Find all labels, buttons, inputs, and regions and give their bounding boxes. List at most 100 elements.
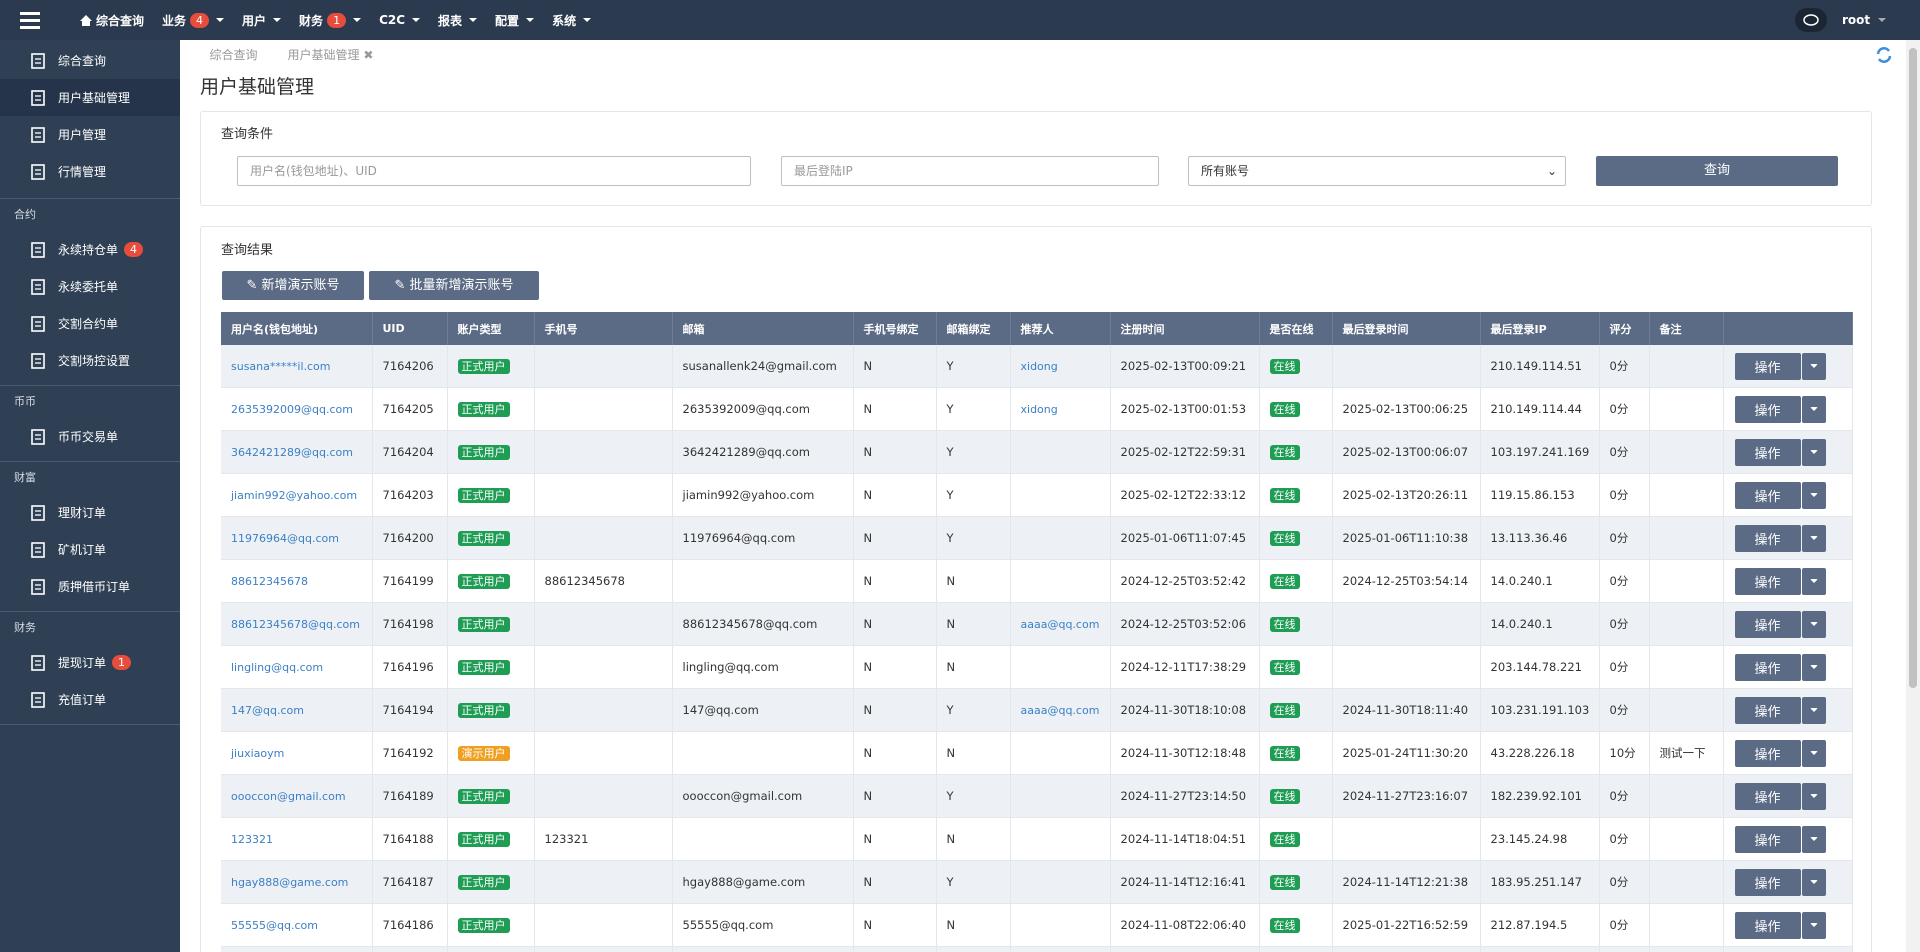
menu-item[interactable]: 矿机订单 xyxy=(0,531,180,568)
menu-item[interactable]: 交割合约单 xyxy=(0,305,180,342)
menu-label: 交割合约单 xyxy=(58,315,118,332)
user-menu[interactable]: root xyxy=(1842,0,1886,40)
table-cell: 210.149.114.51 xyxy=(1480,345,1599,388)
nav-item[interactable]: 业务4 xyxy=(162,12,224,29)
add-demo-button[interactable]: ✎ 新增演示账号 xyxy=(222,271,364,300)
chat-icon[interactable] xyxy=(1795,8,1827,32)
action-dropdown[interactable] xyxy=(1802,783,1826,810)
cell-link[interactable]: aaaa@qq.com xyxy=(1021,704,1100,717)
action-button[interactable]: 操作 xyxy=(1735,912,1801,939)
menu-item[interactable]: 质押借币订单 xyxy=(0,568,180,605)
action-dropdown[interactable] xyxy=(1802,826,1826,853)
cell-link[interactable]: hgay888@game.com xyxy=(231,876,348,889)
cell-link[interactable]: lingling@qq.com xyxy=(231,661,323,674)
table-cell: Y xyxy=(936,689,1010,732)
refresh-icon[interactable] xyxy=(1875,46,1893,64)
cell-link[interactable]: 55555@qq.com xyxy=(231,919,318,932)
nav-item[interactable]: 系统 xyxy=(552,12,591,29)
action-dropdown[interactable] xyxy=(1802,353,1826,380)
nav-item[interactable]: 报表 xyxy=(438,12,477,29)
status-tag: 正式用户 xyxy=(458,832,510,847)
username-input[interactable]: 用户名(钱包地址)、UID xyxy=(237,156,751,186)
account-select[interactable]: 所有账号⌄ xyxy=(1188,156,1566,186)
tab[interactable]: 用户基础管理 ✖ xyxy=(268,40,393,70)
action-button[interactable]: 操作 xyxy=(1735,697,1801,724)
table-cell xyxy=(534,904,672,947)
cell-link[interactable]: xidong xyxy=(1021,360,1058,373)
cell-text: 13.113.36.46 xyxy=(1491,531,1568,545)
action-dropdown[interactable] xyxy=(1802,525,1826,552)
cell-link[interactable]: aaaa@qq.com xyxy=(1021,618,1100,631)
menu-item[interactable]: 永续持仓单4 xyxy=(0,231,180,268)
table-cell: 操作 xyxy=(1723,517,1852,560)
menu-item[interactable]: 用户管理 xyxy=(0,116,180,153)
cell-link[interactable]: jiamin992@yahoo.com xyxy=(231,489,357,502)
action-button[interactable]: 操作 xyxy=(1735,611,1801,638)
action-dropdown[interactable] xyxy=(1802,912,1826,939)
cell-link[interactable]: oooccon@gmail.com xyxy=(231,790,346,803)
cell-link[interactable]: 3642421289@qq.com xyxy=(231,446,353,459)
action-button[interactable]: 操作 xyxy=(1735,396,1801,423)
action-button[interactable]: 操作 xyxy=(1735,826,1801,853)
menu-item[interactable]: 充值订单 xyxy=(0,681,180,718)
nav-item[interactable]: 用户 xyxy=(242,12,281,29)
action-button[interactable]: 操作 xyxy=(1735,783,1801,810)
ip-input[interactable]: 最后登陆IP xyxy=(781,156,1159,186)
action-dropdown[interactable] xyxy=(1802,869,1826,896)
action-button[interactable]: 操作 xyxy=(1735,353,1801,380)
batch-add-button[interactable]: ✎ 批量新增演示账号 xyxy=(369,271,539,300)
cell-link[interactable]: jiuxiaoym xyxy=(231,747,284,760)
action-dropdown[interactable] xyxy=(1802,740,1826,767)
cell-text: 14.0.240.1 xyxy=(1491,617,1553,631)
action-dropdown[interactable] xyxy=(1802,439,1826,466)
nav-item[interactable]: 配置 xyxy=(495,12,534,29)
menu-icon[interactable] xyxy=(20,10,42,30)
menu-item[interactable]: 理财订单 xyxy=(0,494,180,531)
cell-link[interactable]: 88612345678@qq.com xyxy=(231,618,360,631)
table-cell: 2024-11-27T23:16:07 xyxy=(1332,775,1480,818)
status-tag: 正式用户 xyxy=(458,875,510,890)
action-dropdown[interactable] xyxy=(1802,611,1826,638)
action-button[interactable]: 操作 xyxy=(1735,525,1801,552)
action-button[interactable]: 操作 xyxy=(1735,482,1801,509)
action-button[interactable]: 操作 xyxy=(1735,869,1801,896)
table-cell: Y xyxy=(936,431,1010,474)
menu-item[interactable]: 永续委托单 xyxy=(0,268,180,305)
cell-link[interactable]: 11976964@qq.com xyxy=(231,532,339,545)
menu-item[interactable]: 币币交易单 xyxy=(0,418,180,455)
menu-item[interactable]: 交割场控设置 xyxy=(0,342,180,379)
action-dropdown[interactable] xyxy=(1802,654,1826,681)
menu-item[interactable]: 提现订单1 xyxy=(0,644,180,681)
cell-text: oooccon@gmail.com xyxy=(683,789,803,803)
cell-link[interactable]: xidong xyxy=(1021,403,1058,416)
status-tag: 在线 xyxy=(1270,832,1300,847)
nav-item[interactable]: C2C xyxy=(379,13,420,27)
cell-link[interactable]: 147@qq.com xyxy=(231,704,304,717)
cell-text: 11976964@qq.com xyxy=(683,531,796,545)
cell-link[interactable]: 123321 xyxy=(231,833,273,846)
action-dropdown[interactable] xyxy=(1802,482,1826,509)
tab[interactable]: 综合查询 xyxy=(200,40,267,70)
action-dropdown[interactable] xyxy=(1802,568,1826,595)
query-button[interactable]: 查询 xyxy=(1596,156,1838,186)
table-cell: N xyxy=(853,603,936,646)
action-button[interactable]: 操作 xyxy=(1735,439,1801,466)
action-dropdown[interactable] xyxy=(1802,697,1826,724)
action-button[interactable]: 操作 xyxy=(1735,654,1801,681)
action-button[interactable]: 操作 xyxy=(1735,740,1801,767)
menu-item[interactable]: 综合查询 xyxy=(0,42,180,79)
table-cell: N xyxy=(936,904,1010,947)
menu-item[interactable]: 行情管理 xyxy=(0,153,180,190)
action-button[interactable]: 操作 xyxy=(1735,568,1801,595)
menu-item[interactable]: 用户基础管理 xyxy=(0,79,180,116)
nav-item[interactable]: 财务1 xyxy=(299,12,361,29)
cell-text: Y xyxy=(947,359,954,373)
icon-shape xyxy=(32,693,44,707)
table-cell: 7164183 xyxy=(372,947,447,952)
cell-link[interactable]: 88612345678 xyxy=(231,575,308,588)
cell-text: 0分 xyxy=(1610,875,1629,889)
action-dropdown[interactable] xyxy=(1802,396,1826,423)
cell-link[interactable]: susana*****il.com xyxy=(231,360,331,373)
nav-item[interactable]: 综合查询 xyxy=(80,12,144,29)
cell-link[interactable]: 2635392009@qq.com xyxy=(231,403,353,416)
